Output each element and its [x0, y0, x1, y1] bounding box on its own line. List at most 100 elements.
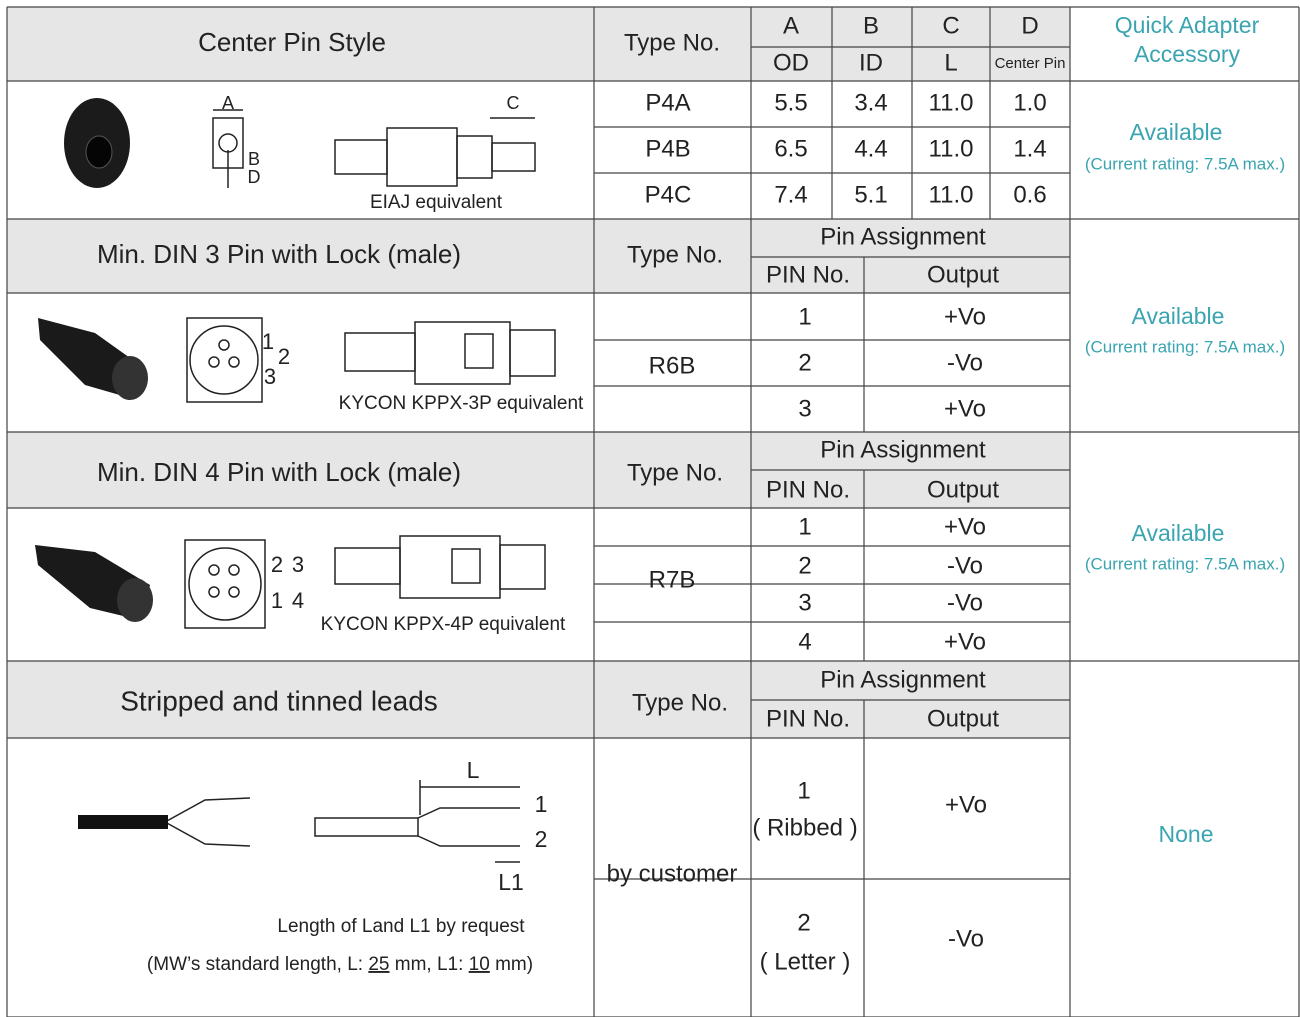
type-no: R7B: [649, 566, 696, 593]
diagram-label: 4: [292, 588, 304, 613]
section-title: Center Pin Style: [198, 27, 386, 57]
pin-no-header: PIN No.: [766, 261, 850, 288]
pin-no: 1: [798, 513, 811, 540]
section-title: Min. DIN 4 Pin with Lock (male): [97, 457, 461, 487]
type-no: P4B: [645, 135, 690, 162]
pin-output: -Vo: [947, 552, 983, 579]
pin-output: +Vo: [944, 303, 986, 330]
type-no: P4C: [645, 181, 692, 208]
diagram-label: L: [467, 757, 480, 783]
dim-value: 1.4: [1013, 135, 1046, 162]
diagram-label: 2: [535, 826, 548, 852]
diagram-label: 1: [262, 329, 274, 354]
diagram-label: 3: [292, 552, 304, 577]
type-header: Type No.: [632, 689, 728, 716]
diagram-label: 1: [535, 791, 548, 817]
diagram-label: 2: [271, 552, 283, 577]
diagram-label: C: [507, 93, 520, 113]
accessory-note: (Current rating: 7.5A max.): [1085, 554, 1285, 573]
accessory-status: Available: [1132, 520, 1225, 546]
pin-output: -Vo: [948, 925, 984, 952]
accessory-status: Available: [1132, 303, 1225, 329]
section-title: Stripped and tinned leads: [120, 685, 438, 716]
dim-value: 0.6: [1013, 181, 1046, 208]
pin-output: +Vo: [945, 791, 987, 818]
pin-note: ( Ribbed ): [752, 814, 857, 841]
type-header: Type No.: [627, 241, 723, 268]
accessory-note: (Current rating: 7.5A max.): [1085, 337, 1285, 356]
diagram-label: 1: [271, 588, 283, 613]
dim-value: 6.5: [774, 135, 807, 162]
type-no: by customer: [607, 860, 738, 887]
pin-no: 3: [798, 589, 811, 616]
dim-name: OD: [773, 49, 809, 76]
dim-value: 3.4: [854, 89, 887, 116]
type-no: R6B: [649, 352, 696, 379]
dim-name: Center Pin: [995, 55, 1066, 72]
output-header: Output: [927, 476, 999, 503]
accessory-note: (Current rating: 7.5A max.): [1085, 154, 1285, 173]
dim-value: 7.4: [774, 181, 807, 208]
connector-caption: KYCON KPPX-3P equivalent: [339, 393, 584, 414]
pin-no-header: PIN No.: [766, 476, 850, 503]
pin-no: 1: [797, 777, 810, 804]
pin-no: 2: [798, 349, 811, 376]
diagram-label: D: [248, 167, 261, 187]
pin-no: 2: [797, 909, 810, 936]
dim-value: 11.0: [929, 89, 974, 116]
pin-assignment-header: Pin Assignment: [820, 666, 986, 693]
note-text: mm, L1:: [389, 954, 468, 975]
dim-value: 11.0: [929, 181, 974, 208]
type-no: P4A: [645, 89, 690, 116]
note-text: mm): [490, 954, 533, 975]
dim-value: 4.4: [854, 135, 887, 162]
type-header: Type No.: [624, 29, 720, 56]
accessory-header: Accessory: [1134, 41, 1241, 67]
pin-no: 2: [798, 552, 811, 579]
pin-output: +Vo: [944, 513, 986, 540]
pin-assignment-header: Pin Assignment: [820, 436, 986, 463]
drawings: [35, 98, 556, 863]
pin-no: 1: [798, 303, 811, 330]
connector-caption: KYCON KPPX-4P equivalent: [321, 614, 566, 635]
standard-length-note: (MW’s standard length, L: 25 mm, L1: 10 …: [147, 954, 533, 975]
diagram-label: B: [248, 149, 260, 169]
grid-lines: [6, 6, 1300, 1017]
note-length-l: 25: [368, 954, 389, 975]
section-title: Min. DIN 3 Pin with Lock (male): [97, 239, 461, 269]
pin-note: ( Letter ): [760, 948, 851, 975]
note-text: (MW’s standard length, L:: [147, 954, 368, 975]
note-length-l1: 10: [469, 954, 490, 975]
accessory-status: Available: [1130, 119, 1223, 145]
dim-name: ID: [859, 49, 883, 76]
connector-caption: Length of Land L1 by request: [277, 916, 525, 937]
dim-letter: A: [783, 12, 799, 39]
pin-output: +Vo: [944, 395, 986, 422]
output-header: Output: [927, 705, 999, 732]
pin-no-header: PIN No.: [766, 705, 850, 732]
diagram-label: 2: [278, 344, 290, 369]
dim-letter: D: [1021, 12, 1038, 39]
accessory-header: Quick Adapter: [1115, 12, 1260, 38]
pin-assignment-header: Pin Assignment: [820, 223, 986, 250]
dim-value: 5.1: [854, 181, 887, 208]
pin-output: -Vo: [947, 349, 983, 376]
diagram-label: 3: [264, 364, 276, 389]
pin-output: -Vo: [947, 589, 983, 616]
pin-no: 4: [798, 628, 811, 655]
diagram-label: A: [222, 93, 234, 113]
accessory-status: None: [1159, 821, 1214, 847]
output-header: Output: [927, 261, 999, 288]
connector-caption: EIAJ equivalent: [370, 192, 503, 213]
pin-no: 3: [798, 395, 811, 422]
pin-output: +Vo: [944, 628, 986, 655]
type-header: Type No.: [627, 459, 723, 486]
dim-value: 11.0: [929, 135, 974, 162]
texts: Center Pin Style Type No. A OD B ID C L D Center …: [97, 12, 1285, 975]
dim-value: 5.5: [774, 89, 807, 116]
diagram-label: L1: [498, 869, 524, 895]
dim-value: 1.0: [1013, 89, 1046, 116]
dim-name: L: [944, 49, 957, 76]
dim-letter: B: [863, 12, 879, 39]
